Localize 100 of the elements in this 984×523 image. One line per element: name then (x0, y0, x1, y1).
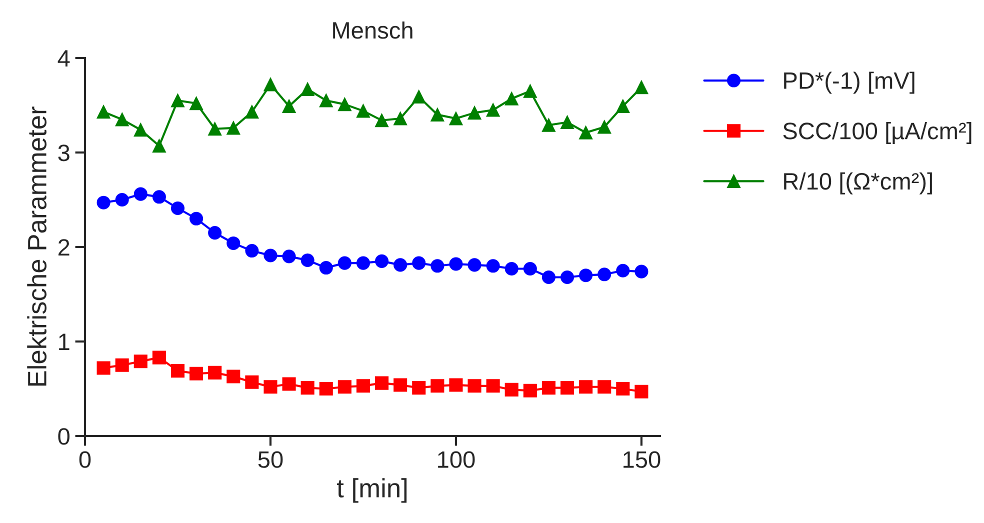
point (394, 378, 408, 392)
chart-title: Mensch (333, 21, 412, 39)
point (449, 112, 463, 126)
point (338, 256, 352, 270)
point (152, 350, 166, 364)
point (504, 262, 518, 276)
point (356, 256, 370, 270)
point (634, 264, 648, 278)
point (486, 259, 500, 273)
point (504, 92, 518, 106)
y-tick-label: 4 (58, 50, 70, 67)
point (264, 78, 278, 92)
point (375, 376, 389, 390)
y-tick-label: 3 (58, 144, 70, 162)
point (319, 94, 333, 108)
point (152, 139, 166, 153)
point (504, 382, 518, 396)
legend-label: SCC/100 [µA/cm²] (783, 122, 972, 144)
y-tick-label: 0 (58, 428, 70, 445)
point (598, 268, 612, 282)
point (134, 354, 148, 368)
point (542, 118, 556, 132)
point (616, 382, 630, 396)
point (190, 366, 204, 380)
point (468, 106, 482, 120)
point (375, 114, 389, 128)
point (634, 80, 648, 94)
point (96, 361, 110, 375)
point (115, 112, 129, 126)
y-tick-label: 2 (58, 239, 70, 256)
y-axis-title: Elektrische Parammeter (27, 106, 47, 386)
point (616, 99, 630, 113)
point (356, 379, 370, 393)
point (579, 126, 593, 140)
x-axis-title: t [min] (336, 478, 407, 503)
x-tick-label: 0 (79, 451, 91, 468)
point (170, 94, 185, 108)
point (96, 105, 110, 119)
point (300, 253, 314, 267)
point (560, 115, 574, 130)
point (560, 270, 574, 284)
point (412, 256, 426, 270)
point (190, 96, 204, 110)
point (523, 262, 537, 276)
point (579, 268, 593, 282)
point (264, 380, 278, 394)
point (190, 212, 204, 226)
point (579, 380, 593, 394)
point (245, 375, 259, 389)
point (282, 377, 296, 391)
x-tick-label: 100 (438, 451, 475, 468)
point (208, 226, 222, 240)
point (634, 384, 648, 398)
point (430, 259, 444, 273)
point (468, 258, 482, 272)
point (115, 192, 129, 207)
point (542, 270, 556, 284)
point (616, 264, 630, 278)
point (245, 244, 259, 258)
point (486, 103, 500, 117)
x-tick-label: 50 (258, 451, 283, 468)
point (208, 366, 222, 380)
point (338, 380, 352, 394)
point (394, 258, 408, 272)
point (560, 381, 574, 395)
point (282, 250, 296, 264)
point (115, 358, 129, 372)
point (134, 187, 148, 201)
point (282, 99, 296, 113)
legend-label: R/10 [(Ω*cm²)] (784, 172, 932, 194)
point (96, 196, 110, 210)
point (449, 257, 463, 271)
point (430, 108, 444, 122)
point (430, 379, 444, 393)
point (412, 381, 426, 395)
point (598, 380, 612, 394)
point (264, 248, 278, 262)
point (523, 84, 537, 98)
point (226, 121, 240, 135)
point (245, 105, 259, 119)
point (375, 254, 389, 268)
point (412, 90, 426, 104)
point (356, 104, 370, 118)
point (226, 236, 240, 250)
point (152, 190, 166, 204)
point (449, 378, 463, 392)
point (394, 112, 408, 126)
point (542, 381, 556, 395)
point (338, 98, 352, 112)
point (226, 370, 240, 384)
point (319, 382, 333, 396)
y-tick-label: 1 (59, 334, 70, 350)
point (319, 261, 333, 275)
point (300, 82, 314, 96)
point (598, 120, 612, 134)
point (170, 201, 185, 216)
point (300, 381, 314, 395)
point (486, 379, 500, 393)
point (468, 379, 482, 393)
legend-label: PD*(-1) [mV] (784, 72, 914, 94)
